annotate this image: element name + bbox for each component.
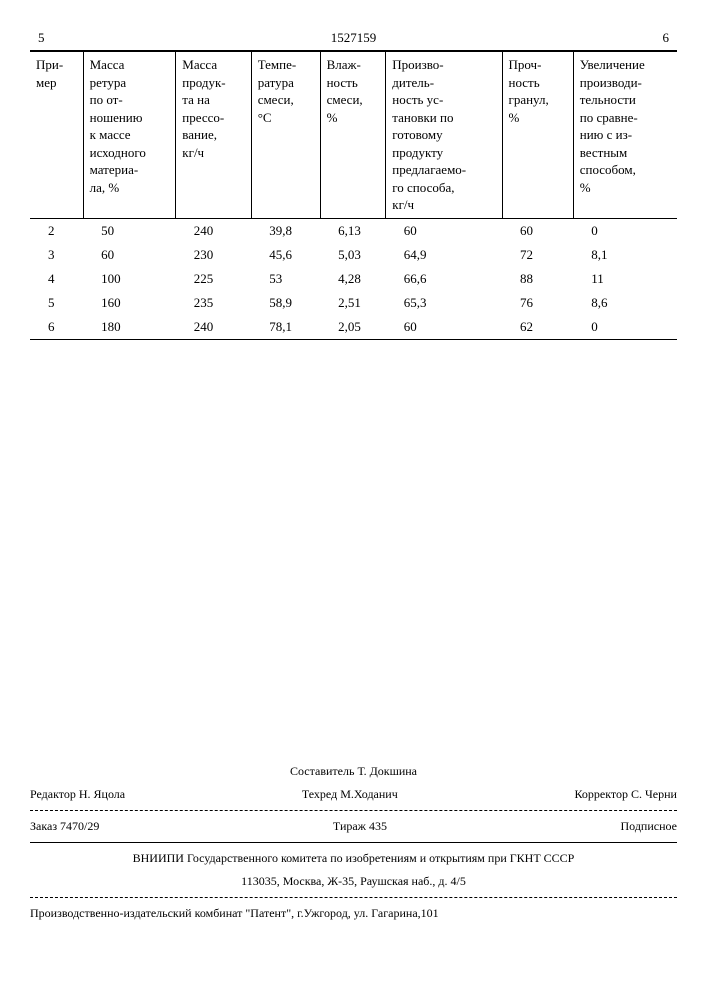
col-vlazhnost: Влаж-ностьсмеси,% bbox=[320, 52, 386, 218]
editor: Редактор Н. Яцола bbox=[30, 787, 125, 802]
techred: Техред М.Ходанич bbox=[302, 787, 398, 802]
table-row: 2 50 240 39,8 6,13 60 60 0 bbox=[30, 218, 677, 243]
col-mass-produkta: Массапродук-та напрессо-вание,кг/ч bbox=[176, 52, 251, 218]
table-row: 4 100 225 53 4,28 66,6 88 11 bbox=[30, 267, 677, 291]
page-header: 5 1527159 6 bbox=[30, 30, 677, 46]
tirazh: Тираж 435 bbox=[333, 819, 387, 834]
data-table: При-мер Массаретурапо от-ношениюк массеи… bbox=[30, 52, 677, 340]
compiler-line: Составитель Т. Докшина bbox=[30, 760, 677, 783]
col-temperatura: Темпе-ратурасмеси,°C bbox=[251, 52, 320, 218]
page-num-left: 5 bbox=[38, 30, 45, 46]
dashed-rule-2 bbox=[30, 897, 677, 898]
col-mass-retura: Массаретурапо от-ношениюк массеисходного… bbox=[83, 52, 176, 218]
solid-rule-1 bbox=[30, 842, 677, 843]
col-uvelichenie: Увеличениепроизводи-тельностипо сравне-н… bbox=[573, 52, 677, 218]
org-line1: ВНИИПИ Государственного комитета по изоб… bbox=[30, 847, 677, 870]
order-row: Заказ 7470/29 Тираж 435 Подписное bbox=[30, 815, 677, 838]
doc-number: 1527159 bbox=[331, 30, 377, 46]
table-header-row: При-мер Массаретурапо от-ношениюк массеи… bbox=[30, 52, 677, 218]
table-row: 5 160 235 58,9 2,51 65,3 76 8,6 bbox=[30, 291, 677, 315]
podpisnoe: Подписное bbox=[621, 819, 678, 834]
table-row: 6 180 240 78,1 2,05 60 62 0 bbox=[30, 315, 677, 340]
page-num-right: 6 bbox=[663, 30, 670, 46]
table-row: 3 60 230 45,6 5,03 64,9 72 8,1 bbox=[30, 243, 677, 267]
corrector: Корректор С. Черни bbox=[575, 787, 677, 802]
order: Заказ 7470/29 bbox=[30, 819, 99, 834]
staff-row: Редактор Н. Яцола Техред М.Ходанич Корре… bbox=[30, 783, 677, 806]
org-line2: 113035, Москва, Ж-35, Раушская наб., д. … bbox=[30, 870, 677, 893]
footer-block: Составитель Т. Докшина Редактор Н. Яцола… bbox=[30, 760, 677, 925]
dashed-rule bbox=[30, 810, 677, 811]
col-primer: При-мер bbox=[30, 52, 83, 218]
col-prochnost: Проч-ностьгранул,% bbox=[502, 52, 573, 218]
col-proizvoditelnost: Произво-дитель-ность ус-тановки поготово… bbox=[386, 52, 502, 218]
pub-line: Производственно-издательский комбинат "П… bbox=[30, 902, 677, 925]
blank-space bbox=[30, 340, 677, 760]
